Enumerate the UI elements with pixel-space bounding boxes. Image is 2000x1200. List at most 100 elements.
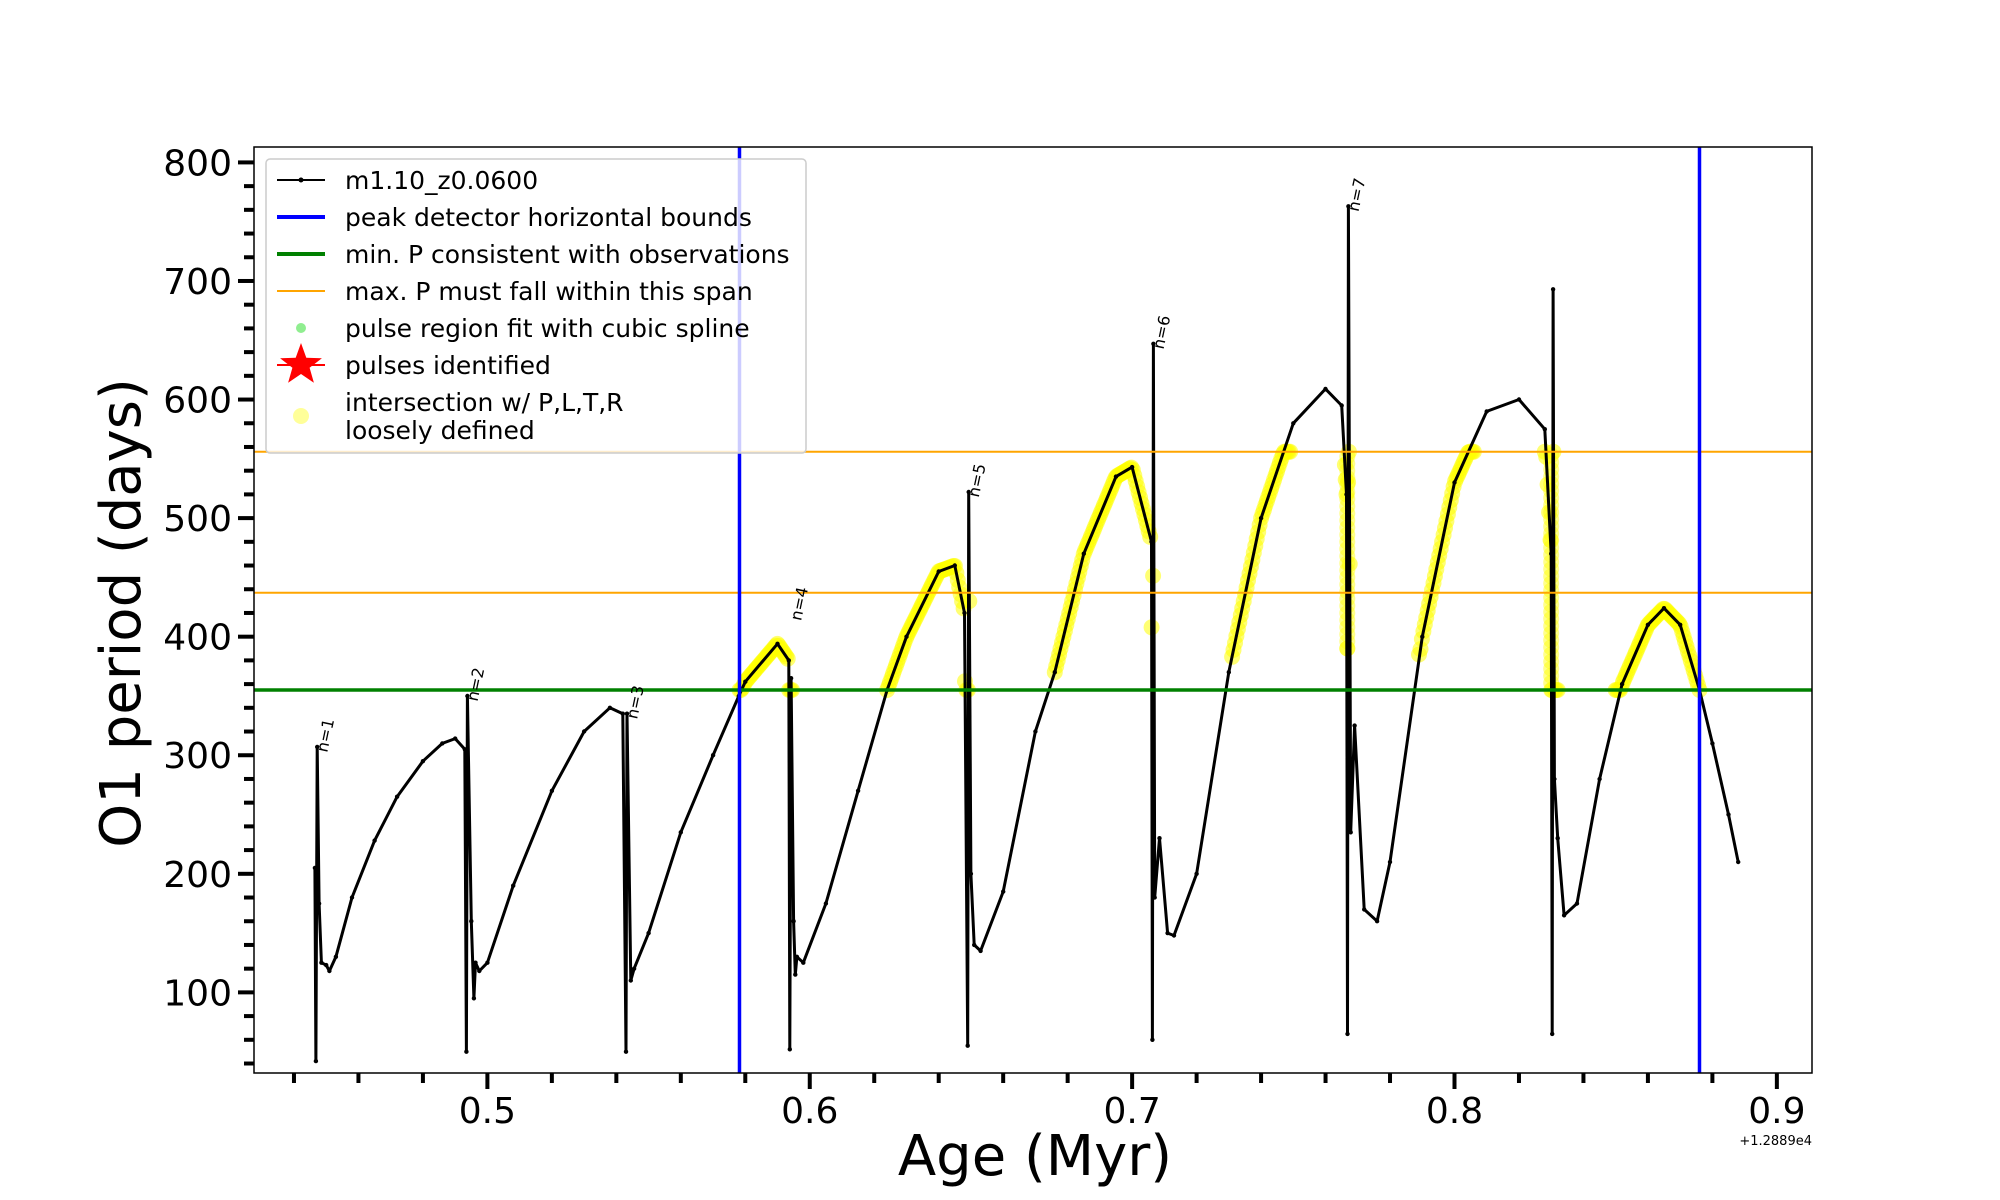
series-point [1736, 859, 1741, 865]
series-point [469, 919, 474, 924]
pulse-label-7: n=7 [1344, 176, 1370, 213]
plot-frame [253, 146, 1813, 1074]
star-icon [280, 343, 322, 383]
x-axis-title: Age (Myr) [898, 1124, 1172, 1189]
series-point [1550, 1031, 1555, 1037]
series-point [743, 679, 748, 684]
axes: 0.5 0.6 0.7 0.8 0.9 100 200 300 400 500 600 700 800 [163, 143, 1813, 1132]
legend-handle-dot [296, 323, 306, 333]
plot-inner [254, 147, 1812, 1073]
x-tick-label: 0.7 [1103, 1091, 1160, 1132]
series-point [1555, 836, 1560, 841]
series-point [623, 1049, 629, 1054]
series-point [319, 960, 324, 965]
legend-label-4: pulse region fit with cubic spline [345, 314, 750, 343]
pulse-label-1: n=1 [313, 717, 339, 754]
series-point [1542, 427, 1548, 432]
series-point [333, 954, 339, 959]
series-point [327, 968, 332, 974]
series-point [965, 1043, 970, 1048]
series-point [420, 759, 426, 764]
series-point [1352, 723, 1357, 728]
pulse-label-2: n=2 [463, 666, 489, 703]
series-point [801, 960, 806, 965]
series-point [315, 744, 320, 750]
series-point [312, 865, 318, 871]
series-point [794, 954, 800, 959]
series-point [581, 729, 587, 734]
series-point [968, 871, 974, 876]
series-point [952, 563, 957, 568]
series-point [511, 883, 516, 888]
series-point [1574, 901, 1580, 906]
series-point [1152, 895, 1157, 900]
legend-label-6-line2: loosely defined [345, 416, 535, 445]
series-point [1387, 859, 1393, 865]
series-point [788, 676, 794, 681]
series-point [1339, 403, 1344, 408]
series-point [1678, 622, 1683, 627]
series-point [1157, 836, 1162, 841]
series-point [1171, 933, 1177, 938]
series-point [1001, 889, 1006, 894]
plot-area: n=1n=2 n=3n=4n=5n=6n=7 [254, 147, 1812, 1073]
series-point [1113, 474, 1119, 479]
series-point [823, 901, 829, 906]
series-point [1661, 606, 1667, 611]
series-point [966, 489, 971, 495]
x-tick-label: 0.9 [1748, 1091, 1805, 1132]
series-point [775, 641, 780, 646]
y-tick-label: 300 [163, 736, 232, 777]
series-point [1081, 551, 1087, 556]
series-point [477, 968, 482, 974]
series-point [1150, 1037, 1155, 1043]
series-point [1344, 492, 1349, 497]
y-tick-label: 700 [163, 262, 232, 303]
series-point [1151, 341, 1156, 346]
series-point [1550, 287, 1556, 292]
series-point [372, 838, 377, 843]
y-tick-label: 100 [163, 973, 232, 1014]
series-point [628, 978, 633, 983]
series-point [631, 966, 637, 971]
series-point [1516, 397, 1522, 402]
series-point [962, 610, 967, 616]
pulse-label-6: n=6 [1149, 314, 1175, 351]
legend-label-0: m1.10_z0.0600 [345, 166, 538, 195]
series-point [1552, 776, 1557, 782]
series-point [465, 693, 470, 699]
series-point [462, 747, 467, 752]
series-point [1619, 681, 1625, 687]
series-point [1561, 913, 1567, 918]
legend-handle-dot [293, 408, 309, 424]
series-point [972, 942, 977, 948]
legend-handle-dot [298, 177, 304, 183]
series-point [1345, 1031, 1350, 1037]
series-point [440, 741, 445, 746]
series-point [1726, 812, 1731, 817]
legend-label-1: peak detector horizontal bounds [345, 203, 752, 232]
x-tick-label: 0.8 [1426, 1091, 1483, 1132]
series-point [1362, 907, 1367, 912]
series-point [607, 705, 613, 710]
y-tick-label: 600 [163, 381, 232, 422]
series-point [1052, 670, 1058, 675]
x-axis-offset-label: +1.2889e4 [1739, 1134, 1812, 1149]
legend-label-5: pulses identified [345, 351, 551, 380]
series-line-m1.10_z0.0600 [313, 204, 1740, 1063]
series-point [1129, 464, 1135, 470]
series-point [1033, 729, 1038, 734]
series-point [904, 634, 909, 639]
series-point [464, 1049, 469, 1054]
x-tick-label: 0.5 [459, 1091, 516, 1132]
series-point [678, 830, 683, 835]
series-point [485, 960, 490, 965]
series-point [394, 794, 400, 799]
series-point [791, 919, 796, 924]
series-point [1258, 515, 1264, 521]
series-point [1549, 551, 1554, 556]
series-point [1194, 871, 1199, 876]
legend-label-2: min. P consistent with observations [345, 240, 790, 269]
